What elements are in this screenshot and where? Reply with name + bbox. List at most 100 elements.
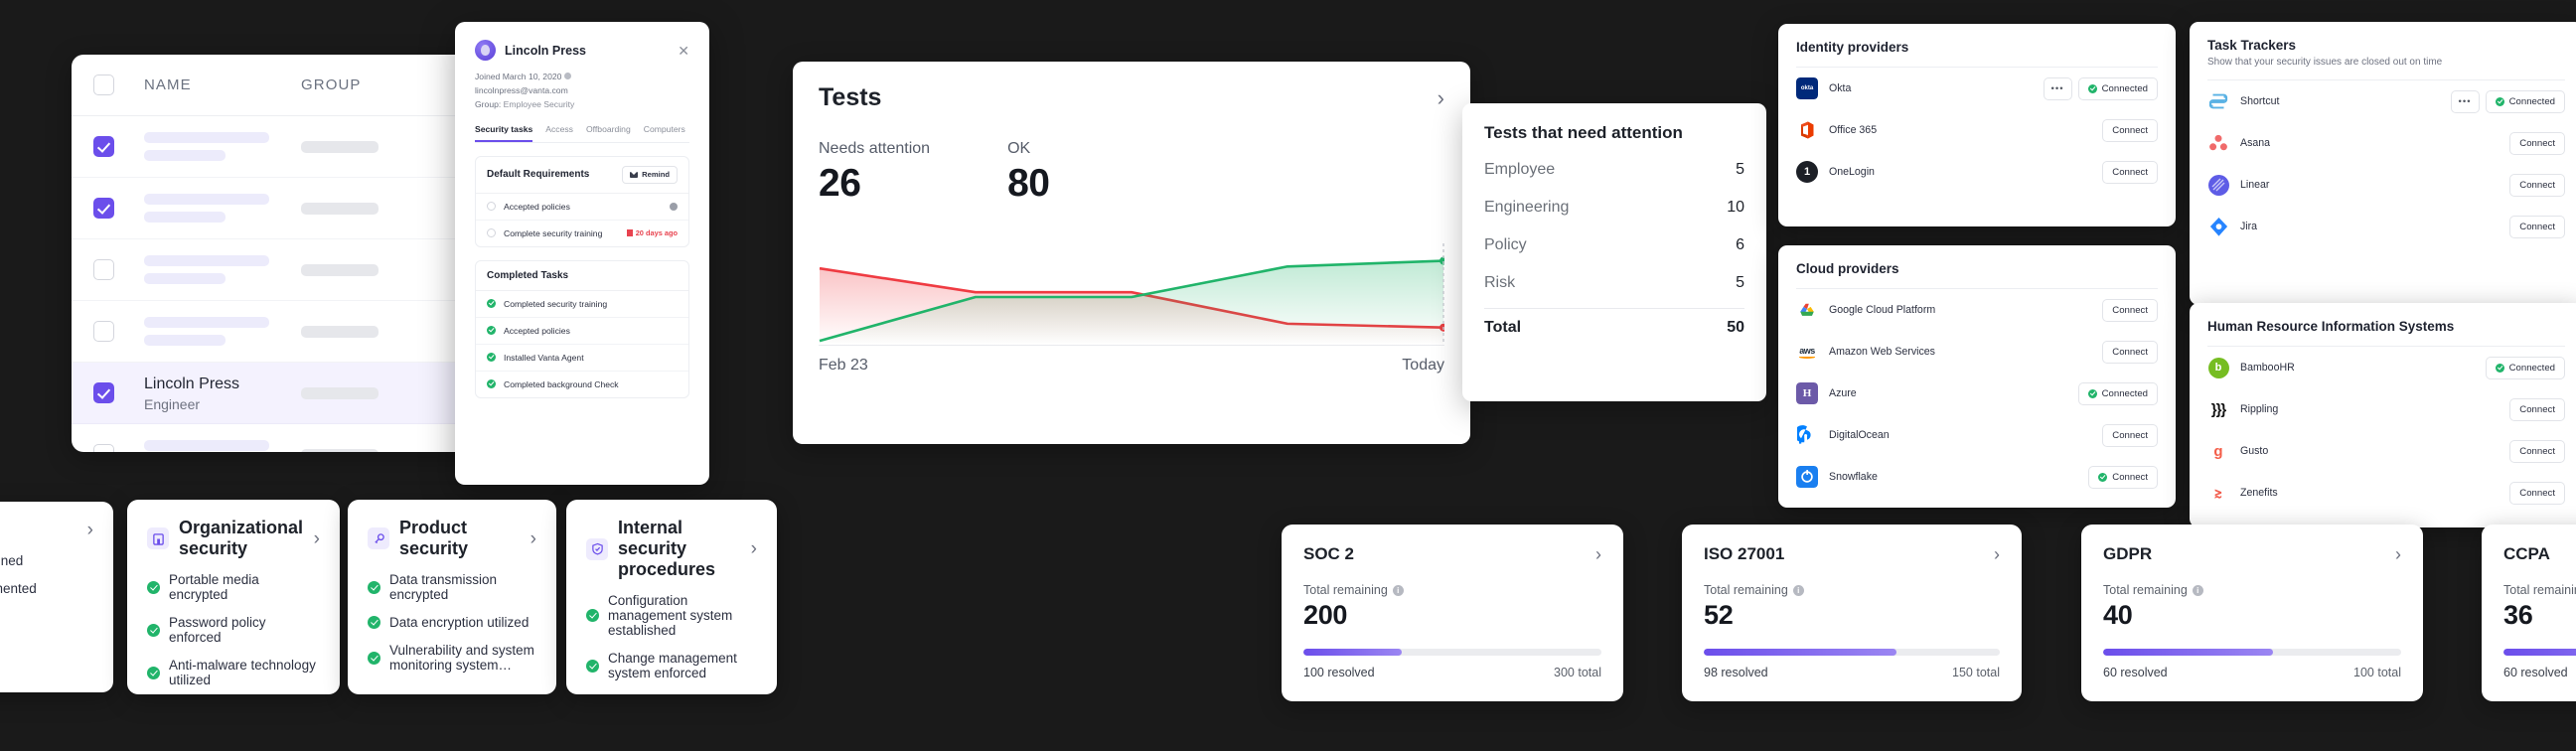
chevron-right-icon[interactable]: ›	[1595, 544, 1601, 564]
profile-tab-offboarding[interactable]: Offboarding	[585, 123, 631, 134]
gear-icon[interactable]	[670, 202, 678, 211]
more-options-button[interactable]: •••	[2043, 76, 2072, 100]
connect-button[interactable]: Connect	[2102, 340, 2158, 364]
progress-fill	[1303, 649, 1402, 656]
framework-card-gdpr[interactable]: GDPR › Total remaining i 40 60 resolved 100 to…	[2081, 525, 2423, 701]
chevron-right-icon[interactable]: ›	[530, 527, 536, 549]
requirement-item[interactable]: Accepted policies	[476, 194, 688, 220]
completed-task-item[interactable]: Accepted policies	[476, 316, 688, 344]
connected-status-button[interactable]: Connected	[2077, 381, 2158, 405]
integration-row: ≳ Zenefits Connect	[2207, 472, 2565, 514]
framework-progress-bar	[1303, 649, 1601, 656]
attention-row[interactable]: Engineering 10	[1484, 189, 1744, 226]
security-card-1[interactable]: Organizational security › Portable media e…	[127, 500, 340, 694]
framework-header: CCPA›	[2503, 544, 2576, 564]
placeholder-bar	[301, 325, 379, 338]
row-name-cell	[144, 194, 271, 223]
connected-status-button[interactable]: Connected	[2485, 89, 2565, 113]
connection-action-label: Connected	[2101, 387, 2148, 399]
connect-button[interactable]: Connect	[2102, 423, 2158, 447]
close-icon[interactable]: ✕	[678, 42, 689, 59]
check-circle-icon	[368, 580, 380, 594]
framework-card-soc2[interactable]: SOC 2 › Total remaining i 200 100 resolved 300…	[1282, 525, 1623, 701]
table-row[interactable]	[72, 178, 517, 239]
completed-task-item[interactable]: Installed Vanta Agent	[476, 343, 688, 371]
stat-value: 26	[819, 162, 861, 205]
security-check-item: Data transmission encrypted	[368, 572, 536, 602]
table-row[interactable]	[72, 239, 517, 301]
check-circle-icon	[147, 666, 160, 679]
more-options-button[interactable]: •••	[2450, 89, 2480, 113]
security-card-2[interactable]: Product security › Data transmission encry…	[348, 500, 556, 694]
completed-task-item[interactable]: Completed background Check	[476, 370, 688, 397]
attention-row[interactable]: Employee 5	[1484, 151, 1744, 189]
requirement-actions[interactable]	[670, 202, 678, 211]
remind-button[interactable]: Remind	[622, 165, 678, 184]
connect-button[interactable]: Connect	[2102, 160, 2158, 184]
linear-logo-icon	[2207, 174, 2229, 196]
flag-icon	[626, 229, 633, 237]
chevron-right-icon[interactable]: ›	[1994, 544, 2000, 564]
panel-subtitle: Show that your security issues are close…	[2207, 57, 2443, 68]
table-row[interactable]: Lincoln Press Engineer	[72, 363, 517, 424]
chevron-right-icon[interactable]: ›	[86, 520, 93, 540]
chevron-right-icon[interactable]: ›	[313, 527, 320, 549]
connected-status-button[interactable]: Connected	[2077, 76, 2158, 100]
attention-row[interactable]: Risk 5	[1484, 264, 1744, 302]
chevron-right-icon[interactable]: ›	[2395, 544, 2401, 564]
connect-button[interactable]: Connect	[2509, 397, 2565, 421]
connect-button[interactable]: Connect	[2509, 131, 2565, 155]
connect-button[interactable]: Connect	[2509, 215, 2565, 238]
row-checkbox[interactable]	[93, 259, 114, 280]
info-icon[interactable]: i	[1392, 584, 1404, 596]
integration-row: b BambooHR Connected	[2207, 347, 2565, 388]
info-icon[interactable]	[564, 73, 572, 79]
connected-status-button[interactable]: Connect	[2088, 465, 2158, 489]
chevron-right-icon[interactable]: ›	[1437, 84, 1444, 110]
table-row[interactable]	[72, 116, 517, 178]
security-card-0[interactable]: e security› ure maintained tion implemente…	[0, 502, 113, 692]
row-checkbox[interactable]	[93, 382, 114, 403]
connect-button[interactable]: Connect	[2509, 173, 2565, 197]
profile-tab-access[interactable]: Access	[545, 123, 573, 134]
info-icon[interactable]: i	[1792, 584, 1804, 596]
framework-title: SOC 2	[1303, 544, 1355, 563]
security-check-item: tilized	[0, 609, 93, 624]
row-checkbox[interactable]	[93, 321, 114, 342]
profile-tab-security-tasks[interactable]: Security tasks	[475, 124, 533, 142]
framework-remaining-value: 36	[2503, 600, 2533, 630]
completed-task-item[interactable]: Completed security training	[476, 291, 688, 317]
row-checkbox[interactable]	[93, 136, 114, 157]
requirement-item[interactable]: Complete security training 20 days ago	[476, 219, 688, 246]
framework-footer: 98 resolved 150 total	[1704, 666, 2000, 679]
stat-ok: OK 80	[1007, 140, 1050, 206]
profile-group-value: Employee Security	[503, 99, 575, 110]
chevron-right-icon[interactable]: ›	[750, 538, 757, 559]
framework-progress-bar	[1704, 649, 2000, 656]
framework-resolved: 60 resolved	[2503, 666, 2568, 679]
connect-button[interactable]: Connect	[2509, 439, 2565, 463]
security-card-header: e security›	[0, 520, 93, 540]
table-row[interactable]	[72, 301, 517, 363]
connect-button[interactable]: Connect	[2509, 481, 2565, 505]
security-card-3[interactable]: Internal security procedures › Configurati…	[566, 500, 777, 694]
integration-row: Office 365 Connect	[1796, 109, 2158, 151]
avatar	[475, 40, 496, 61]
row-checkbox[interactable]	[93, 444, 114, 452]
framework-card-iso27001[interactable]: ISO 27001 › Total remaining i 52 98 resolved 1…	[1682, 525, 2022, 701]
view-all-checks-link[interactable]: View all 5 checks	[368, 692, 536, 694]
select-all-checkbox[interactable]	[93, 75, 114, 95]
profile-tab-computers[interactable]: Computers	[643, 123, 685, 134]
connected-status-button[interactable]: Connected	[2485, 356, 2565, 379]
integration-row: H Azure Connected	[1796, 373, 2158, 414]
info-icon[interactable]: i	[2192, 584, 2203, 596]
connect-button[interactable]: Connect	[2102, 298, 2158, 322]
row-name-cell: Lincoln Press Engineer	[144, 375, 271, 412]
integration-name: Rippling	[2240, 403, 2279, 415]
connect-button[interactable]: Connect	[2102, 118, 2158, 142]
row-checkbox[interactable]	[93, 198, 114, 219]
default-requirements-list: Accepted policies Complete security train…	[476, 194, 688, 246]
table-row[interactable]	[72, 424, 517, 452]
attention-row[interactable]: Policy 6	[1484, 226, 1744, 264]
